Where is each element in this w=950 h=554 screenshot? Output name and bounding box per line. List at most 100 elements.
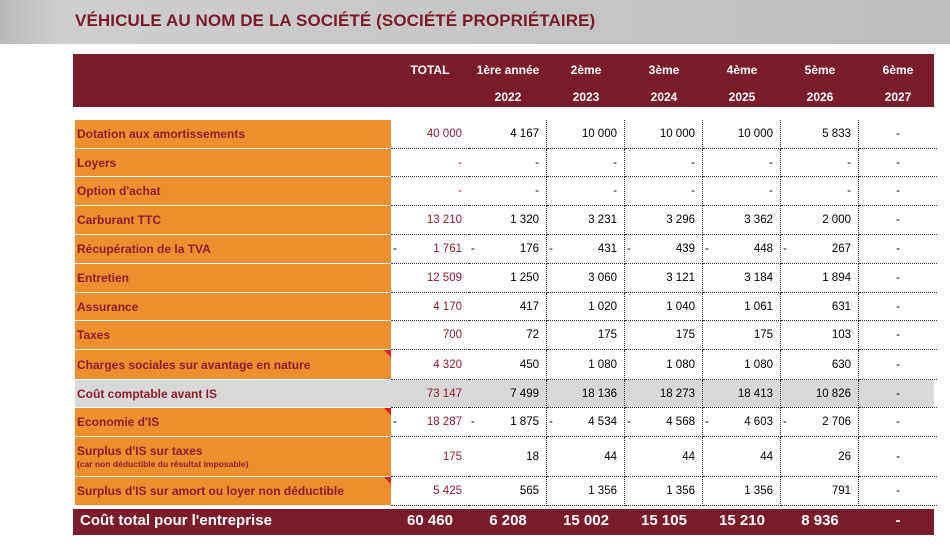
cell-year-4[interactable]: 175 — [703, 321, 781, 350]
cell-year-5[interactable]: - 2 706 — [781, 408, 859, 437]
cell-year-3[interactable]: 3 121 — [625, 264, 703, 293]
cell-year-2[interactable]: 1 020 — [547, 293, 625, 321]
cell-year-3[interactable]: 1 080 — [625, 350, 703, 380]
cell-year-4[interactable]: 10 000 — [703, 120, 781, 149]
cell-year-4[interactable]: - 4 603 — [703, 408, 781, 437]
cell-year-4[interactable]: 44 — [703, 437, 781, 477]
comment-marker-icon[interactable] — [384, 477, 391, 484]
cell-year-4[interactable]: 3 184 — [703, 264, 781, 293]
cell-total[interactable]: - 18 287 — [391, 408, 469, 437]
comment-marker-icon[interactable] — [384, 408, 391, 415]
cell-year-1[interactable]: - — [469, 149, 547, 177]
cell-year-2[interactable]: - — [547, 177, 625, 206]
cell-year-5[interactable]: 631 — [781, 293, 859, 321]
cell-year-2[interactable]: 18 136 — [547, 380, 625, 408]
cell-year-3[interactable]: - 4 568 — [625, 408, 703, 437]
cell-year-2[interactable]: - 431 — [547, 235, 625, 264]
cell-year-5[interactable]: 791 — [781, 477, 859, 506]
cell-year-3[interactable]: - — [625, 149, 703, 177]
cell-year-1[interactable]: - 176 — [469, 235, 547, 264]
cell-year-5[interactable]: 630 — [781, 350, 859, 380]
cell-year-5[interactable]: 10 826 — [781, 380, 859, 408]
cell-total[interactable]: 5 425 — [391, 477, 469, 506]
cell-year-6[interactable]: - — [859, 177, 937, 206]
cell-year-6[interactable]: - — [859, 380, 937, 408]
cell-total[interactable]: 12 509 — [391, 264, 469, 293]
cell-year-4[interactable]: - — [703, 177, 781, 206]
cell-total[interactable]: - 1 761 — [391, 235, 469, 264]
cell-year-5[interactable]: - 267 — [781, 235, 859, 264]
cell-value: 1 080 — [588, 358, 617, 371]
cell-year-1[interactable]: 7 499 — [469, 380, 547, 408]
cell-year-2[interactable]: 1 080 — [547, 350, 625, 380]
cell-year-4[interactable]: 1 080 — [703, 350, 781, 380]
cell-year-1[interactable]: 450 — [469, 350, 547, 380]
cell-year-1[interactable]: 1 320 — [469, 206, 547, 235]
cell-year-3[interactable]: 18 273 — [625, 380, 703, 408]
cell-year-1[interactable]: - — [469, 177, 547, 206]
cell-total[interactable]: - — [391, 149, 469, 177]
cell-year-5[interactable]: 1 894 — [781, 264, 859, 293]
cell-total[interactable]: 4 170 — [391, 293, 469, 321]
cell-year-5[interactable]: 103 — [781, 321, 859, 350]
cell-year-3[interactable]: 175 — [625, 321, 703, 350]
cell-year-1[interactable]: 565 — [469, 477, 547, 506]
cell-year-3[interactable]: - 439 — [625, 235, 703, 264]
cell-year-2[interactable]: - 4 534 — [547, 408, 625, 437]
cell-total[interactable]: 175 — [391, 437, 469, 477]
cell-year-4[interactable]: - — [703, 149, 781, 177]
cell-year-2[interactable]: 1 356 — [547, 477, 625, 506]
cell-year-5[interactable]: 2 000 — [781, 206, 859, 235]
comment-marker-icon[interactable] — [384, 350, 391, 357]
cell-year-3[interactable]: 1 356 — [625, 477, 703, 506]
cell-year-6[interactable]: - — [859, 264, 937, 293]
cell-year-3[interactable]: 3 296 — [625, 206, 703, 235]
cell-year-4[interactable]: - 448 — [703, 235, 781, 264]
cell-year-1[interactable]: 4 167 — [469, 120, 547, 149]
cell-value: 10 000 — [581, 128, 617, 140]
cell-year-3[interactable]: 1 040 — [625, 293, 703, 321]
cell-year-4[interactable]: 1 061 — [703, 293, 781, 321]
cell-year-2[interactable]: 3 060 — [547, 264, 625, 293]
cell-year-1[interactable]: 72 — [469, 321, 547, 350]
cell-year-3[interactable]: 44 — [625, 437, 703, 477]
cell-total[interactable]: 700 — [391, 321, 469, 350]
cell-year-6[interactable]: - — [859, 293, 937, 321]
cell-total[interactable]: - — [391, 177, 469, 206]
cell-year-2[interactable]: 175 — [547, 321, 625, 350]
cell-year-1[interactable]: - 1 875 — [469, 408, 547, 437]
cell-year-2[interactable]: 3 231 — [547, 206, 625, 235]
cell-year-2[interactable]: 44 — [547, 437, 625, 477]
cell-year-3[interactable]: 10 000 — [625, 120, 703, 149]
cell-year-6[interactable]: - — [859, 120, 937, 149]
cell-year-6[interactable]: - — [859, 350, 937, 380]
cell-year-6[interactable]: - — [859, 321, 937, 350]
cell-year-1[interactable]: 1 250 — [469, 264, 547, 293]
cell-year-1[interactable]: 417 — [469, 293, 547, 321]
cell-total[interactable]: 73 147 — [391, 380, 469, 408]
cell-year-6[interactable]: - — [859, 437, 937, 477]
cell-year-6[interactable]: - — [859, 149, 937, 177]
cell-year-1[interactable]: 18 — [469, 437, 547, 477]
cell-year-4[interactable]: 3 362 — [703, 206, 781, 235]
cell-total[interactable]: 13 210 — [391, 206, 469, 235]
cell-year-5[interactable]: - — [781, 149, 859, 177]
cell-total[interactable]: 4 320 — [391, 350, 469, 380]
cell-value: 10 826 — [815, 387, 851, 400]
cell-year-5[interactable]: 26 — [781, 437, 859, 477]
sheet-title: VÉHICULE AU NOM DE LA SOCIÉTÉ (SOCIÉTÉ P… — [75, 11, 596, 30]
cell-year-2[interactable]: 10 000 — [547, 120, 625, 149]
cell-year-6[interactable]: - — [859, 206, 937, 235]
cell-year-3[interactable]: - — [625, 177, 703, 206]
cell-value: 1 080 — [666, 358, 695, 371]
cell-year-5[interactable]: 5 833 — [781, 120, 859, 149]
cell-year-2[interactable]: - — [547, 149, 625, 177]
cell-year-6[interactable]: - — [859, 408, 937, 437]
cell-year-5[interactable]: - — [781, 177, 859, 206]
cell-total[interactable]: 40 000 — [391, 120, 469, 149]
cell-year-6[interactable]: - — [859, 477, 937, 506]
cell-year-4[interactable]: 1 356 — [703, 477, 781, 506]
cell-value: 1 080 — [744, 358, 773, 371]
cell-year-4[interactable]: 18 413 — [703, 380, 781, 408]
cell-year-6[interactable]: - — [859, 235, 937, 264]
